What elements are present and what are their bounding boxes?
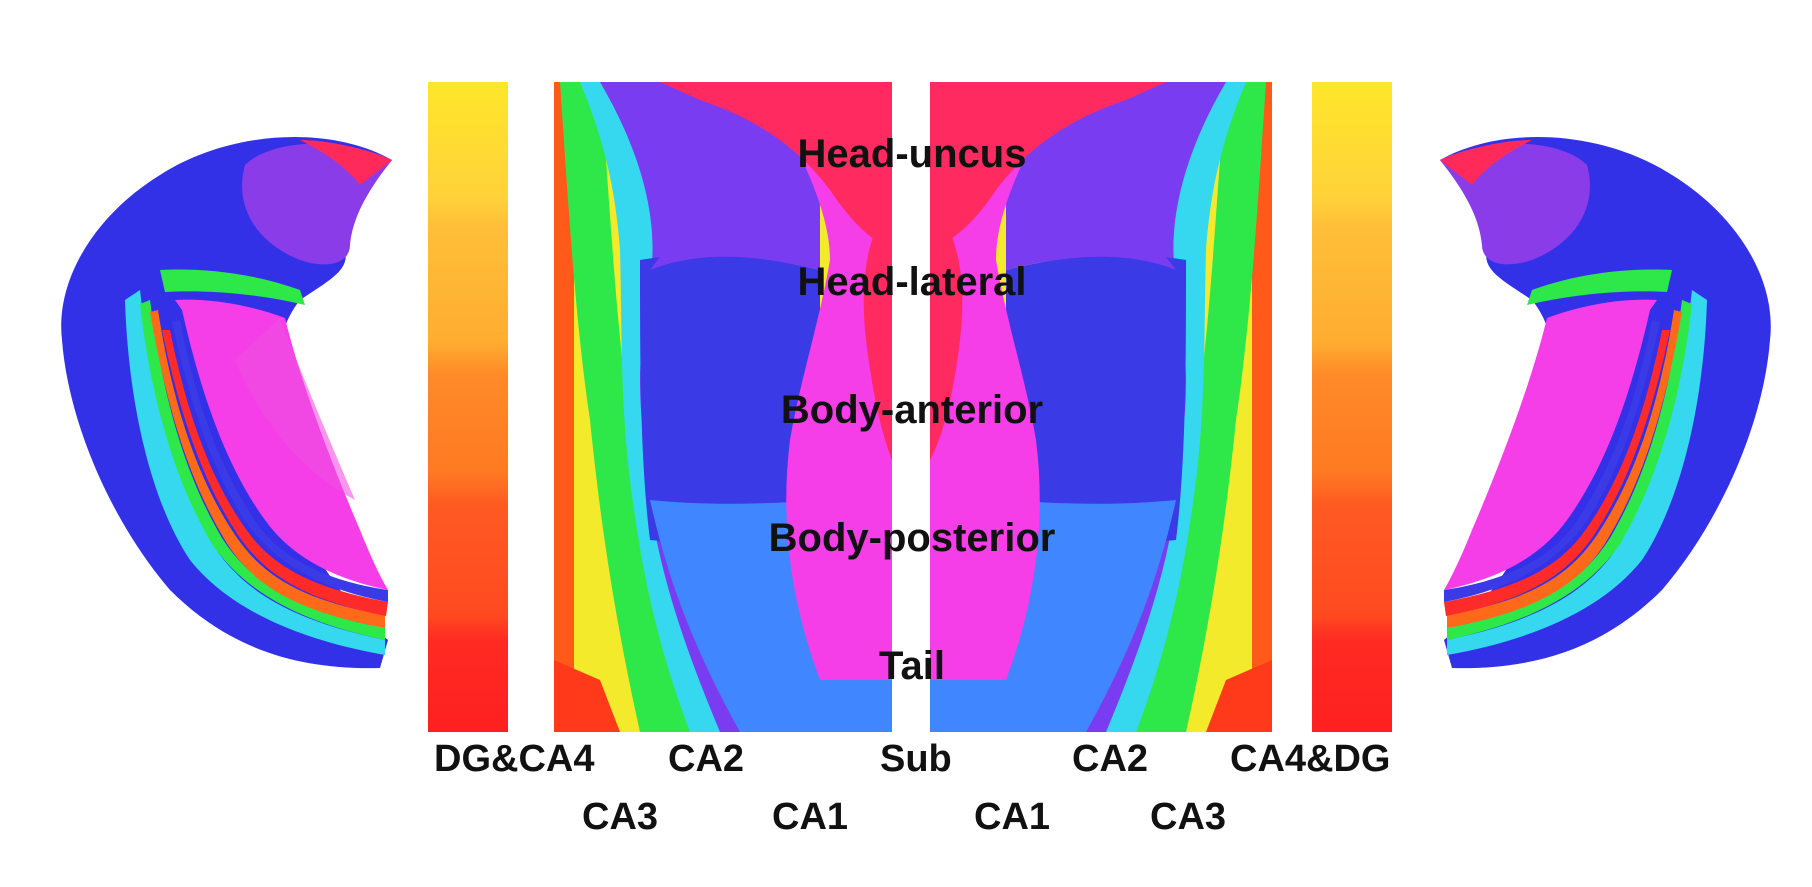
label-tail: Tail	[879, 644, 945, 688]
right-hippocampus-surface	[1440, 137, 1771, 669]
label-sub: Sub	[880, 738, 952, 780]
label-left-dg-ca4: DG&CA4	[434, 738, 595, 780]
label-right-ca4-dg: CA4&DG	[1230, 738, 1391, 780]
label-head-lateral: Head-lateral	[797, 260, 1027, 304]
label-body-posterior: Body-posterior	[768, 516, 1056, 560]
right-unfolded-map	[930, 82, 1272, 732]
label-left-ca3: CA3	[582, 796, 659, 838]
label-right-ca2: CA2	[1072, 738, 1149, 780]
left-dg-color-bar	[428, 82, 508, 732]
label-right-ca1: CA1	[974, 796, 1051, 838]
left-unfolded-map	[554, 82, 892, 732]
left-hippocampus-surface	[61, 137, 393, 669]
label-left-ca1: CA1	[772, 796, 849, 838]
label-right-ca3: CA3	[1150, 796, 1227, 838]
label-body-anterior: Body-anterior	[780, 388, 1044, 432]
right-dg-color-bar	[1312, 82, 1392, 732]
label-left-ca2: CA2	[668, 738, 745, 780]
label-head-uncus: Head-uncus	[797, 132, 1027, 176]
